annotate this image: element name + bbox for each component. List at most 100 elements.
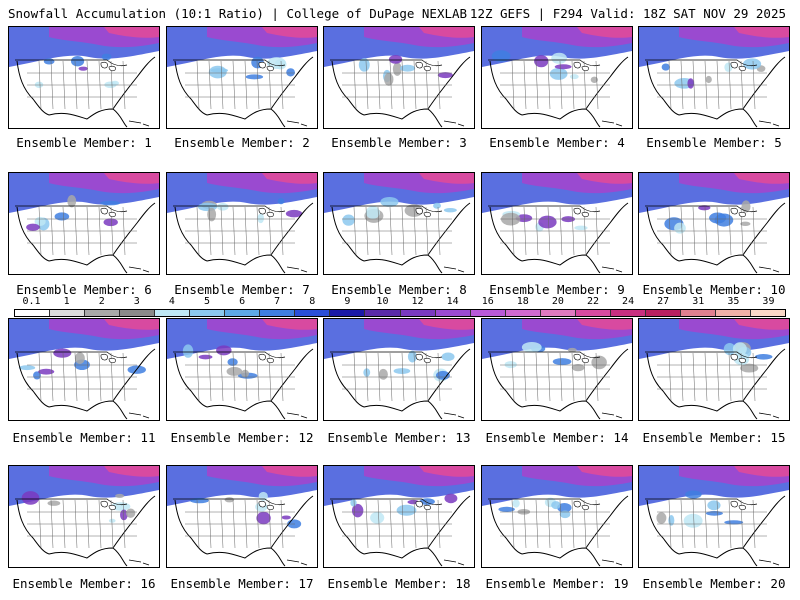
snowfall-blob (557, 502, 572, 513)
us-canada-border (488, 205, 601, 213)
us-canada-border (488, 498, 601, 506)
ensemble-member-label: Ensemble Member: 1 (16, 135, 152, 150)
snowfall-blob (656, 512, 667, 524)
great-lakes (258, 207, 274, 218)
caribbean-islands (758, 120, 780, 127)
caribbean-islands (758, 412, 780, 419)
colorbar-segment (610, 310, 646, 316)
colorbar-segment (365, 310, 401, 316)
colorbar-tick-label: 0.1 (22, 296, 41, 307)
state-borders (342, 499, 452, 549)
snowfall-blob (108, 518, 116, 523)
great-lakes (730, 353, 746, 364)
colorbar-segment (435, 310, 471, 316)
snowfall-blob (47, 500, 61, 506)
colorbar-segment (260, 310, 296, 316)
snowfall-blob (392, 62, 402, 76)
colorbar-segment (50, 310, 86, 316)
east-coastline (427, 202, 471, 256)
us-canada-border (15, 59, 128, 67)
snowfall-blob (38, 368, 55, 375)
state-borders (500, 499, 610, 549)
snowfall-blob (732, 342, 747, 356)
snowfall-blob (661, 63, 670, 71)
snowfall-blob (74, 352, 85, 364)
caribbean-islands (128, 266, 150, 273)
us-canada-border (15, 205, 128, 213)
heaviest-snow-shape (104, 319, 159, 330)
snowfall-map-svg (167, 27, 317, 128)
snowfall-blob (54, 212, 70, 221)
snowfall-blob (258, 491, 268, 501)
ensemble-member-map (323, 465, 475, 568)
gulf-coastline (678, 108, 758, 128)
snowfall-map-svg (639, 27, 789, 128)
west-coastline (489, 499, 523, 555)
snowfall-blob (18, 365, 36, 371)
snowfall-blob (241, 369, 250, 378)
us-canada-border (645, 351, 758, 359)
state-borders (27, 352, 137, 402)
state-borders (657, 60, 767, 110)
snowfall-blob (407, 350, 417, 363)
great-lakes (730, 500, 746, 511)
snowfall-blob (125, 508, 136, 518)
snowfall-blob (393, 368, 411, 374)
gulf-coastline (521, 400, 601, 420)
great-lakes (573, 61, 589, 72)
ensemble-member-map (166, 26, 318, 129)
snowfall-map-svg (482, 319, 632, 420)
ensemble-member-label: Ensemble Member: 18 (327, 576, 471, 591)
snowfall-map-svg (167, 173, 317, 274)
snowfall-blob (190, 497, 209, 504)
ensemble-member-map (8, 465, 160, 568)
snowfall-blob (559, 510, 571, 519)
great-lakes (573, 207, 589, 218)
ensemble-member-map (323, 318, 475, 421)
great-lakes (415, 61, 431, 72)
ensemble-member-map (638, 26, 790, 129)
heaviest-snow-shape (419, 173, 474, 184)
state-borders (342, 352, 452, 402)
heaviest-snow-shape (734, 173, 789, 184)
snowfall-blob (724, 520, 744, 525)
snowfall-blob (370, 511, 385, 524)
west-coastline (174, 206, 208, 262)
ensemble-member-map (481, 26, 633, 129)
ensemble-member-map (8, 318, 160, 421)
caribbean-islands (286, 412, 308, 419)
colorbar-segment (120, 310, 156, 316)
snowfall-map-svg (324, 173, 474, 274)
ensemble-member-label: Ensemble Member: 16 (12, 576, 156, 591)
west-coastline (331, 206, 365, 262)
gulf-coastline (48, 108, 128, 128)
snowfall-map-svg (9, 466, 159, 567)
snowfall-blob (498, 506, 515, 512)
heaviest-snow-shape (262, 27, 317, 38)
ensemble-member-map (166, 172, 318, 275)
snowfall-blob (591, 355, 607, 370)
heaviest-snow-shape (734, 319, 789, 330)
gulf-coastline (363, 400, 443, 420)
heaviest-snow-shape (104, 466, 159, 477)
great-lakes (415, 500, 431, 511)
ensemble-member-label: Ensemble Member: 14 (485, 430, 629, 445)
colorbar-tick-label: 35 (727, 296, 740, 307)
colorbar-segment (155, 310, 191, 316)
snowfall-blob (67, 194, 77, 208)
snowfall-blob (504, 361, 517, 369)
snowfall-map-svg (639, 173, 789, 274)
colorbar-segment (15, 310, 51, 316)
colorbar-tick-label: 16 (481, 296, 494, 307)
ensemble-member-label: Ensemble Member: 12 (170, 430, 314, 445)
gulf-coastline (363, 254, 443, 274)
snowfall-map-svg (9, 319, 159, 420)
snowfall-blob (551, 52, 567, 64)
colorbar-segment (470, 310, 506, 316)
us-canada-border (330, 205, 443, 213)
colorbar-tick-label: 1 (63, 296, 70, 307)
snowfall-map-svg (9, 173, 159, 274)
snowfall-blob (227, 358, 238, 366)
colorbar-tick-label: 9 (344, 296, 351, 307)
snowfall-blob (571, 363, 585, 372)
